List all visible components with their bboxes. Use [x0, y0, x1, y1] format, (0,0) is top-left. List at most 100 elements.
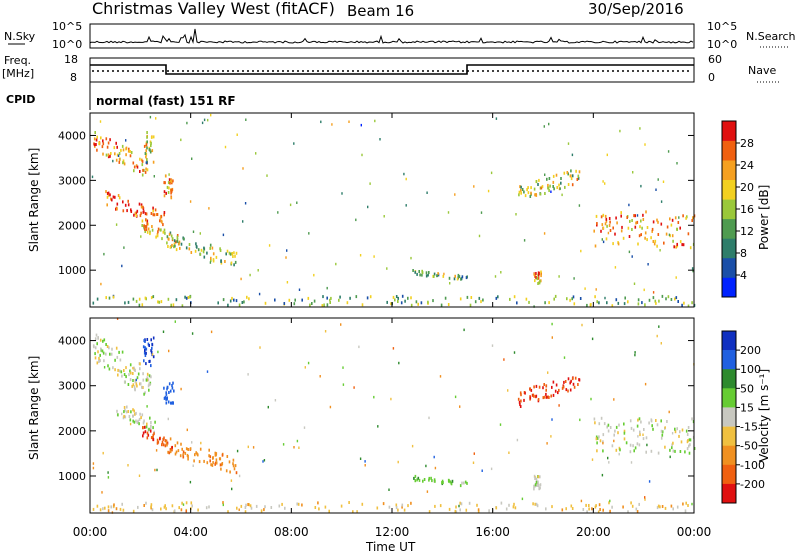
heatmap-cell — [270, 506, 273, 509]
heatmap-cell — [107, 193, 110, 197]
heatmap-cell — [296, 201, 298, 204]
heatmap-cell — [644, 303, 646, 307]
heatmap-cell — [614, 429, 616, 433]
heatmap-cell — [145, 149, 147, 153]
heatmap-cell — [551, 505, 553, 509]
heatmap-cell — [626, 216, 628, 219]
heatmap-cell — [534, 502, 536, 506]
heatmap-cell — [94, 144, 96, 148]
heatmap-cell — [150, 421, 152, 424]
heatmap-cell — [139, 382, 142, 386]
heatmap-cell — [171, 237, 174, 241]
heatmap-cell — [152, 209, 154, 213]
heatmap-cell — [152, 206, 154, 210]
heatmap-cell — [282, 443, 285, 446]
heatmap-cell — [534, 477, 536, 480]
heatmap-cell — [529, 387, 531, 391]
heatmap-cell — [136, 376, 139, 380]
heatmap-cell — [211, 463, 214, 467]
heatmap-cell — [92, 301, 95, 305]
heatmap-cell — [416, 272, 418, 276]
heatmap-cell — [149, 416, 151, 420]
heatmap-cell — [594, 295, 596, 299]
heatmap-cell — [675, 276, 677, 279]
heatmap-cell — [652, 427, 654, 431]
heatmap-cell — [130, 371, 132, 375]
heatmap-cell — [255, 504, 258, 508]
heatmap-cell — [617, 242, 620, 246]
heatmap-cell — [231, 252, 233, 255]
heatmap-cell — [481, 469, 483, 472]
heatmap-cell — [118, 369, 121, 373]
heatmap-cell — [132, 414, 134, 418]
heatmap-cell — [102, 507, 104, 511]
heatmap-cell — [588, 507, 590, 511]
heatmap-cell — [121, 264, 123, 268]
heatmap-cell — [637, 418, 639, 422]
noise-left-label: N.Sky — [4, 30, 36, 43]
heatmap-cell — [247, 503, 249, 506]
heatmap-cell — [126, 405, 128, 409]
heatmap-cell — [225, 252, 227, 256]
heatmap-cell — [636, 214, 639, 217]
heatmap-cell — [115, 141, 117, 145]
freq-label-2: [MHz] — [2, 67, 34, 80]
heatmap-cell — [655, 301, 657, 305]
heatmap-cell — [687, 232, 690, 236]
heatmap-cell — [234, 260, 237, 264]
heatmap-cell — [120, 370, 123, 374]
heatmap-cell — [678, 216, 680, 219]
heatmap-cell — [289, 203, 292, 207]
heatmap-cell — [209, 459, 211, 463]
heatmap-cell — [168, 382, 171, 386]
heatmap-cell — [117, 154, 120, 157]
freq-tick-bottom: 8 — [70, 71, 77, 84]
noise-left-tick-top: 10^5 — [52, 20, 82, 33]
heatmap-cell — [144, 430, 147, 434]
heatmap-cell — [159, 216, 162, 220]
heatmap-cell — [149, 429, 152, 433]
heatmap-cell — [545, 507, 547, 511]
heatmap-cell — [96, 135, 98, 139]
heatmap-cell — [160, 228, 162, 232]
heatmap-cell — [602, 213, 605, 217]
heatmap-cell — [134, 387, 136, 391]
date-label: 30/Sep/2016 — [588, 0, 684, 18]
heatmap-cell — [187, 457, 189, 461]
heatmap-cell — [171, 504, 174, 508]
heatmap-cell — [538, 385, 541, 389]
heatmap-cell — [171, 448, 173, 452]
heatmap-cell — [119, 358, 122, 362]
heatmap-cell — [648, 421, 650, 425]
heatmap-cell — [461, 481, 463, 485]
heatmap-cell — [298, 288, 301, 291]
heatmap-cell — [234, 464, 237, 468]
heatmap-cell — [168, 173, 170, 176]
heatmap-cell — [102, 142, 105, 146]
heatmap-cell — [106, 145, 109, 149]
heatmap-cell — [162, 443, 165, 447]
heatmap-cell — [146, 422, 148, 426]
heatmap-cell — [171, 386, 174, 390]
heatmap-cell — [173, 389, 175, 393]
heatmap-cell — [177, 449, 180, 453]
heatmap-cell — [376, 506, 379, 510]
heatmap-cell — [117, 194, 120, 197]
heatmap-cell — [124, 301, 126, 305]
heatmap-cell — [109, 193, 111, 197]
heatmap-cell — [266, 174, 268, 177]
heatmap-cell — [145, 152, 148, 156]
heatmap-cell — [169, 437, 172, 441]
heatmap-cell — [412, 269, 414, 272]
heatmap-cell — [613, 398, 615, 401]
heatmap-cell — [165, 397, 167, 401]
heatmap-cell — [660, 222, 663, 226]
heatmap-cell — [573, 277, 575, 280]
heatmap-cell — [386, 300, 388, 304]
colorbar-cell — [722, 140, 736, 161]
heatmap-cell — [244, 202, 247, 205]
heatmap-cell — [401, 505, 403, 509]
heatmap-cell — [182, 453, 184, 457]
colorbar-cell — [722, 218, 736, 239]
heatmap-cell — [112, 295, 115, 299]
